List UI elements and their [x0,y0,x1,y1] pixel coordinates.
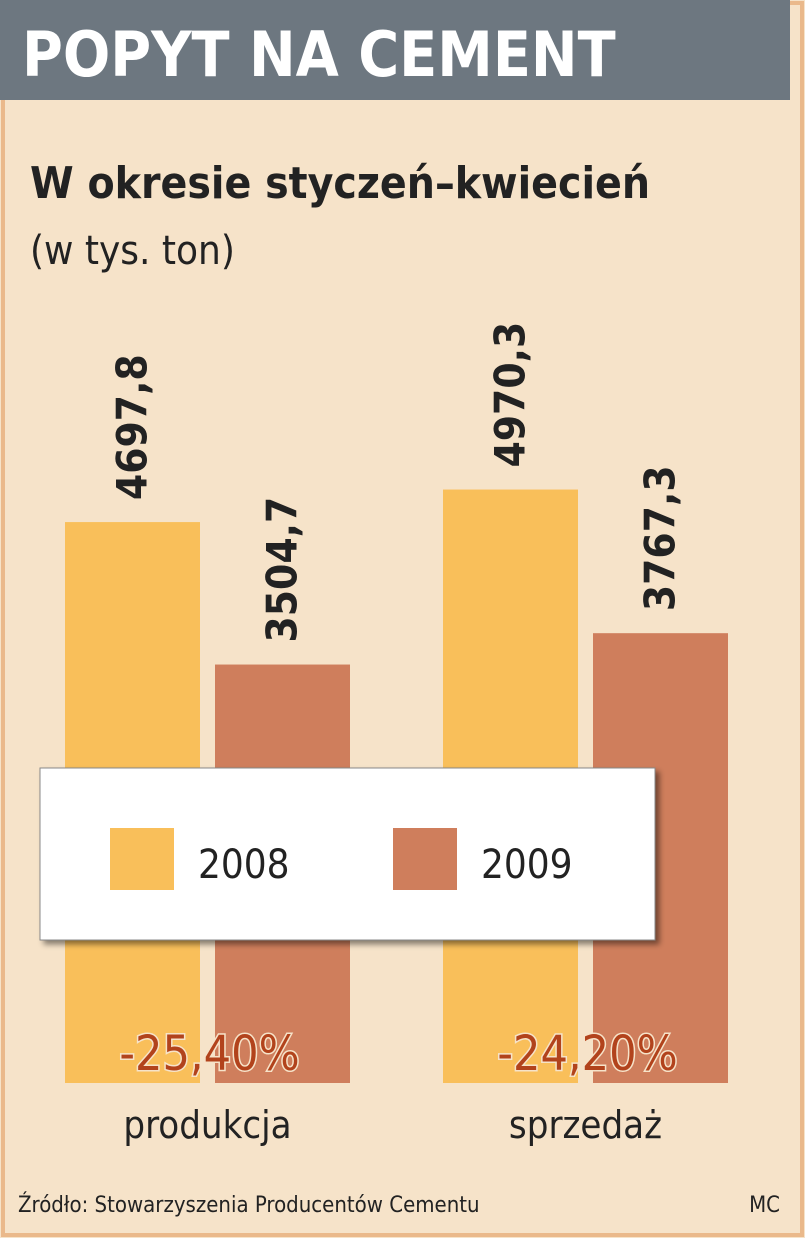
change-annotation: -25,40% [119,1026,299,1082]
unit-note: (w tys. ton) [30,228,235,274]
legend: 2008 2009 [39,767,656,941]
credit: MC [749,1193,780,1218]
x-tick-label: produkcja [123,1103,291,1147]
legend-label: 2008 [198,842,290,888]
legend-swatch [110,828,174,890]
x-tick-label: sprzedaż [509,1103,662,1147]
value-label: 3767,3 [636,465,685,611]
change-annotation: -24,20% [497,1026,677,1082]
value-label: 4697,8 [108,354,157,500]
source: Źródło: Stowarzyszenia Producentów Cemen… [18,1192,480,1218]
title-bar [0,0,790,100]
annotations: -25,40% -24,20% [118,1025,679,1084]
legend-swatch [393,828,457,890]
chart-title: POPYT NA CEMENT [22,18,616,91]
legend-label: 2009 [481,842,573,888]
value-label: 4970,3 [486,322,535,468]
value-label: 3504,7 [258,497,307,643]
subtitle: W okresie styczeń–kwiecień [30,158,650,209]
